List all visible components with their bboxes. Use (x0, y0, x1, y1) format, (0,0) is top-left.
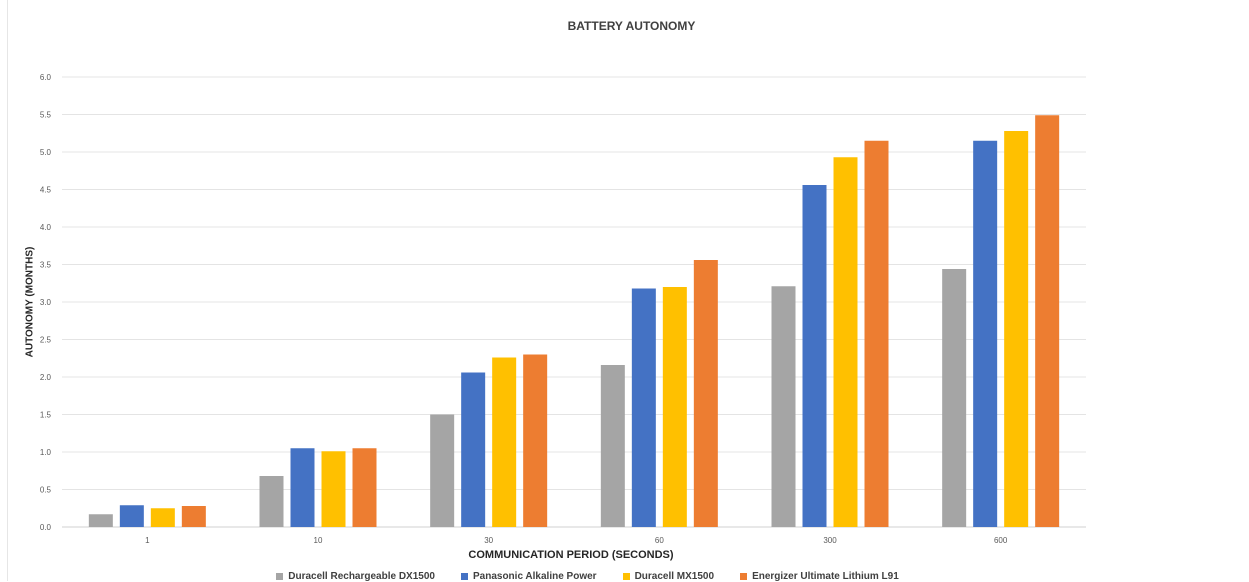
y-tick-label: 3.5 (40, 261, 52, 270)
legend-label: Duracell Rechargeable DX1500 (288, 571, 435, 582)
x-tick-label: 30 (484, 536, 493, 545)
chart-title: BATTERY AUTONOMY (567, 19, 696, 33)
y-tick-label: 2.0 (40, 373, 52, 382)
bar (321, 451, 346, 527)
left-border-line (7, 0, 8, 581)
x-axis-label: COMMUNICATION PERIOD (SECONDS) (468, 549, 674, 561)
x-tick-label: 300 (823, 536, 837, 545)
bar (693, 260, 718, 527)
x-tick-label: 60 (655, 536, 664, 545)
bar (88, 514, 113, 527)
y-tick-label: 4.5 (40, 186, 52, 195)
legend-item: Duracell Rechargeable DX1500 (276, 571, 435, 582)
bar (833, 157, 858, 527)
bar (771, 286, 796, 527)
legend-item: Duracell MX1500 (622, 571, 715, 582)
y-tick-label: 4.0 (40, 223, 52, 232)
y-tick-label: 5.0 (40, 148, 52, 157)
legend-item: Energizer Ultimate Lithium L91 (740, 571, 899, 582)
y-tick-label: 2.5 (40, 336, 52, 345)
x-tick-label: 10 (314, 536, 323, 545)
bar (492, 357, 517, 527)
bar (600, 365, 625, 527)
bar (802, 185, 827, 527)
y-tick-label: 0.0 (40, 523, 52, 532)
x-tick-label: 1 (145, 536, 150, 545)
bar (181, 506, 206, 527)
bar (150, 508, 175, 527)
bar (523, 354, 548, 527)
bar (1004, 131, 1029, 527)
chart-legend: Duracell Rechargeable DX1500 Panasonic Al… (0, 571, 1175, 582)
legend-label: Energizer Ultimate Lithium L91 (752, 571, 899, 582)
legend-swatch (622, 573, 630, 580)
bar (119, 505, 144, 527)
bar (352, 448, 377, 527)
y-tick-label: 1.5 (40, 411, 52, 420)
y-tick-label: 0.5 (40, 486, 52, 495)
bar (1035, 115, 1060, 527)
legend-swatch (740, 573, 748, 580)
bar (259, 476, 284, 527)
legend-label: Panasonic Alkaline Power (472, 571, 597, 582)
bar (864, 140, 889, 527)
bar (290, 448, 315, 527)
legend-label: Duracell MX1500 (634, 571, 715, 582)
bar (942, 269, 967, 527)
bar (662, 287, 687, 527)
legend-swatch (460, 573, 468, 580)
bar (430, 414, 455, 527)
legend-item: Panasonic Alkaline Power (460, 571, 597, 582)
x-tick-label: 600 (994, 536, 1008, 545)
y-tick-label: 5.5 (40, 111, 52, 120)
y-tick-label: 1.0 (40, 448, 52, 457)
bar (973, 140, 998, 527)
legend-swatch (276, 573, 284, 580)
bar (631, 288, 656, 527)
bar (461, 372, 486, 527)
y-tick-label: 3.0 (40, 298, 52, 307)
y-tick-label: 6.0 (40, 73, 52, 82)
